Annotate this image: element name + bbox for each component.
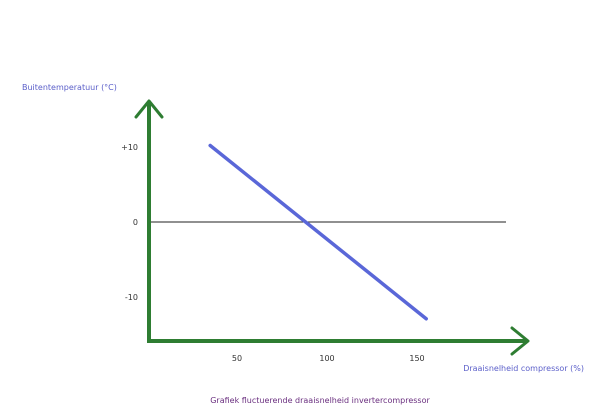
y-tick-label: +10 — [121, 143, 138, 152]
x-tick-label: 150 — [409, 354, 424, 363]
y-tick-label: 0 — [133, 218, 138, 227]
x-tick-label: 100 — [319, 354, 334, 363]
y-axis-arrowhead — [134, 99, 164, 119]
x-tick-label: 50 — [232, 354, 242, 363]
x-axis-arrowhead — [510, 326, 530, 356]
y-tick-label: -10 — [125, 293, 138, 302]
tick-labels: 50 100 150 +10 0 -10 — [121, 143, 425, 363]
chart-axes — [134, 99, 530, 356]
chart-caption: Grafiek fluctuerende draaisnelheid inver… — [210, 396, 430, 405]
series-line — [208, 143, 428, 321]
x-axis-label: Draaisnelheid compressor (%) — [463, 364, 584, 373]
y-axis-label: Buitentemperatuur (°C) — [22, 83, 117, 92]
series-lines — [208, 143, 428, 321]
